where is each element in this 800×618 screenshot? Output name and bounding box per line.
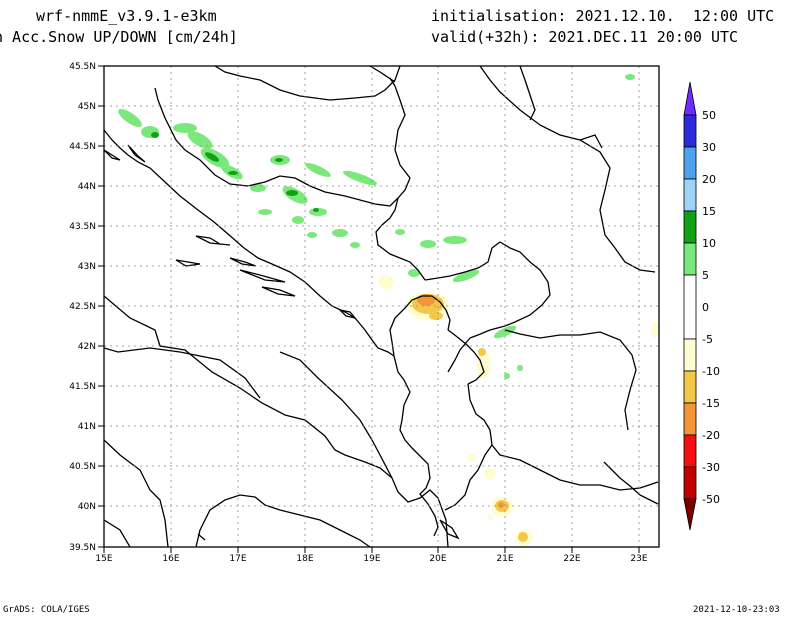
colorbar-swatch: [683, 178, 697, 212]
field-title: n Acc.Snow UP/DOWN [cm/24h]: [0, 28, 238, 46]
colorbar-top-arrow: [683, 81, 697, 116]
lat-label: 40.5N: [69, 462, 96, 472]
plot-timestamp: 2021-12-10-23:03: [693, 605, 780, 615]
colorbar-swatch: [683, 146, 697, 180]
lon-label: 18E: [296, 554, 313, 564]
lat-label: 39.5N: [69, 543, 96, 553]
colorbar-label: -20: [702, 429, 720, 442]
colorbar-swatch: [683, 402, 697, 436]
lat-label: 43N: [78, 262, 96, 272]
lat-label: 44.5N: [69, 142, 96, 152]
init-time: initialisation: 2021.12.10. 12:00 UTC: [431, 7, 775, 25]
colorbar-label: -10: [702, 365, 720, 378]
lat-label: 43.5N: [69, 222, 96, 232]
lon-label: 17E: [229, 554, 246, 564]
colorbar-swatch: [683, 242, 697, 276]
colorbar-label: 15: [702, 205, 716, 218]
lat-label: 41N: [78, 422, 96, 432]
colorbar-label: -15: [702, 397, 720, 410]
colorbar: [683, 81, 697, 531]
colorbar-bottom-arrow: [683, 498, 697, 531]
colorbar-swatch: [683, 338, 697, 372]
colorbar-swatch: [683, 466, 697, 500]
lon-label: 16E: [162, 554, 179, 564]
snow-field: [118, 74, 659, 546]
colorbar-label: 10: [702, 237, 716, 250]
lat-label: 45N: [78, 102, 96, 112]
coastlines-borders: [104, 66, 659, 547]
colorbar-swatch: [683, 434, 697, 468]
lon-ticks: [103, 547, 640, 553]
colorbar-swatch: [683, 274, 697, 340]
lat-label: 44N: [78, 182, 96, 192]
lat-label: 42N: [78, 342, 96, 352]
grid-lines: [104, 66, 659, 547]
lat-labels: 45.5N 45N 44.5N 44N 43.5N 43N 42.5N 42N …: [69, 62, 96, 553]
colorbar-label: 20: [702, 173, 716, 186]
colorbar-swatch: [683, 210, 697, 244]
lat-label: 45.5N: [69, 62, 96, 72]
colorbar-label: 50: [702, 109, 716, 122]
valid-time: valid(+32h): 2021.DEC.11 20:00 UTC: [431, 28, 739, 46]
colorbar-swatch: [683, 370, 697, 404]
lon-label: 20E: [429, 554, 446, 564]
lon-label: 22E: [563, 554, 580, 564]
lon-label: 21E: [496, 554, 513, 564]
lon-label: 19E: [363, 554, 380, 564]
lon-label: 23E: [630, 554, 647, 564]
lat-label: 42.5N: [69, 302, 96, 312]
colorbar-label: -5: [702, 333, 713, 346]
colorbar-label: 0: [702, 301, 709, 314]
colorbar-swatch: [683, 114, 697, 148]
model-title: wrf-nmmE_v3.9.1-e3km: [36, 7, 217, 25]
colorbar-label: 30: [702, 141, 716, 154]
lon-label: 15E: [95, 554, 112, 564]
lat-label: 41.5N: [69, 382, 96, 392]
lat-label: 40N: [78, 502, 96, 512]
grads-credit: GrADS: COLA/IGES: [3, 605, 90, 615]
map-frame: [103, 65, 660, 548]
lon-labels: 15E 16E 17E 18E 19E 20E 21E 22E 23E: [95, 554, 647, 564]
colorbar-label: 5: [702, 269, 709, 282]
colorbar-label: -30: [702, 461, 720, 474]
colorbar-labels: 50 30 20 15 10 5 0 -5 -10 -15 -20 -30 -5…: [702, 109, 720, 506]
lat-ticks: [98, 65, 104, 548]
colorbar-label: -50: [702, 493, 720, 506]
